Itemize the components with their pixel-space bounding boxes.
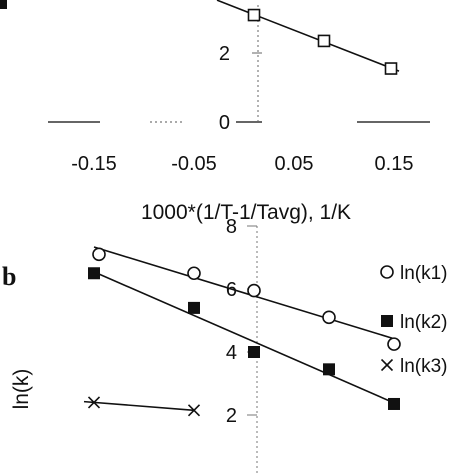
b-data-point: [247, 283, 261, 298]
b-legend-marker: [381, 315, 393, 327]
a-x-tick-label: 0.15: [375, 153, 414, 175]
b-fit-line: [93, 271, 400, 406]
b-data-point-stroke-2: [87, 396, 101, 409]
a-x-tick-label: 0.05: [275, 153, 314, 175]
b-data-point: [88, 267, 100, 280]
b-data-point: [187, 266, 201, 281]
b-data-point: [248, 346, 260, 358]
panel-a-tick-labels: 0 2 -0.15 -0.05 0.05 0.15: [71, 43, 413, 175]
panel-b-legend: ln(k1) ln(k2) ln(k3): [380, 263, 448, 377]
b-fit-line: [93, 246, 395, 340]
b-legend-label: ln(k3): [400, 356, 448, 377]
b-data-point-stroke-2: [187, 404, 201, 417]
a-data-point: [317, 34, 331, 48]
panel-a: 0 2 -0.15 -0.05 0.05 0.15 1000*(1/T-1/Tavg), …: [0, 0, 430, 224]
b-data-point: [322, 310, 336, 325]
b-data-point: [87, 396, 101, 409]
a-y-tick-label: 2: [219, 43, 230, 65]
a-data-point: [384, 62, 398, 75]
b-y-tick-label: 2: [226, 405, 237, 427]
b-data-point: [387, 337, 401, 351]
a-x-tick-label: -0.15: [71, 153, 117, 175]
panel-b: b ln(k) 2 4 6 8 ln(k1) ln(k2) ln(k3): [2, 216, 448, 474]
a-y-tick-label: 0: [219, 112, 230, 134]
b-y-tick-label: 4: [226, 342, 237, 364]
b-legend-marker-stroke-2: [380, 358, 394, 372]
b-data-point: [187, 404, 201, 417]
panel-a-label-fragment: [0, 0, 7, 9]
a-data-point: [247, 8, 261, 22]
b-legend-marker: [380, 265, 394, 279]
b-legend-label: ln(k1): [400, 263, 448, 284]
panel-b-tick-labels: 2 4 6 8: [226, 216, 237, 427]
b-y-tick-label: 6: [226, 279, 237, 301]
b-data-point: [92, 247, 106, 262]
b-y-tick-label: 8: [226, 216, 237, 238]
a-fit-line: [216, 0, 400, 72]
panel-a-axes: [48, 5, 430, 123]
b-data-point: [323, 363, 335, 376]
a-x-tick-label: -0.05: [171, 153, 217, 175]
b-data-point: [188, 301, 200, 314]
panel-a-marks: [216, 0, 400, 75]
panel-a-x-axis-title: 1000*(1/T-1/Tavg), 1/K: [141, 201, 351, 224]
panel-b-y-axis-title: ln(k): [10, 369, 33, 410]
b-legend-label: ln(k2): [400, 312, 448, 333]
panel-b-letter: b: [2, 262, 16, 291]
b-fit-line: [83, 400, 195, 412]
b-data-point: [388, 397, 400, 410]
panel-b-marks: [83, 246, 401, 417]
b-legend-marker: [380, 358, 394, 372]
